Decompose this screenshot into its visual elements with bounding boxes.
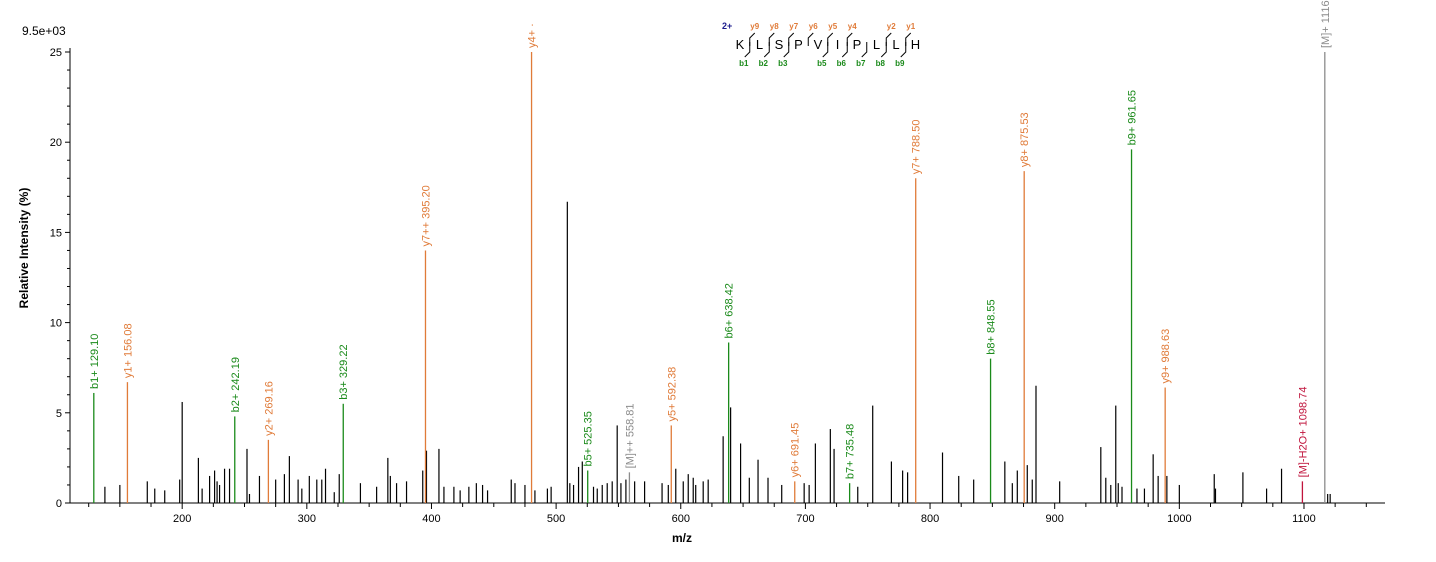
x-tick-label: 400 xyxy=(422,513,440,525)
y-ion-label: y1 xyxy=(906,22,915,31)
y-ion-label: y4 xyxy=(848,22,857,31)
b-ion-bracket xyxy=(841,42,848,58)
peak-label-b: b8+ 848.55 xyxy=(986,299,998,354)
x-tick-label: 600 xyxy=(672,513,690,525)
sequence-residue: L xyxy=(892,37,899,52)
y-tick-label: 20 xyxy=(50,137,62,149)
b-ion-label: b3 xyxy=(778,59,788,68)
b-ion-bracket xyxy=(900,42,907,58)
peak-label-b: b2+ 242.19 xyxy=(230,357,242,412)
b-ion-bracket xyxy=(783,42,790,58)
y-tick-label: 25 xyxy=(50,47,62,59)
y-ion-label: y9 xyxy=(750,22,759,31)
peak-label-precursor: [M]+ 1116.71 xyxy=(1320,0,1332,48)
b-ion-bracket xyxy=(744,42,751,58)
b-ion-label: b7 xyxy=(856,59,866,68)
peak-label-b: b5+ 525.35 xyxy=(583,411,595,466)
peak-label-y: y7+ 788.50 xyxy=(911,120,923,175)
y-tick-label: 15 xyxy=(50,227,62,239)
sequence-residue: H xyxy=(911,37,920,52)
x-tick-label: 700 xyxy=(796,513,814,525)
peak-label-b: b1+ 129.10 xyxy=(89,334,101,389)
y-ion-bracket xyxy=(749,32,756,46)
b-ion-label: b2 xyxy=(759,59,769,68)
peak-label-y: y2+ 269.16 xyxy=(263,381,275,436)
b-ion-label: b9 xyxy=(895,59,905,68)
peak-label-water_loss: [M]-H2O+ 1098.74 xyxy=(1297,387,1309,478)
b-ion-bracket xyxy=(763,42,770,58)
y-ion-label: y8 xyxy=(770,22,779,31)
peak-label-b: b6+ 638.42 xyxy=(724,283,736,338)
peak-label-y: y4+ · xyxy=(527,23,539,48)
sequence-residue: L xyxy=(873,37,880,52)
y-ion-bracket xyxy=(807,32,814,46)
b-ion-label: b6 xyxy=(837,59,847,68)
y-ion-label: y7 xyxy=(789,22,798,31)
sequence-residue: P xyxy=(794,37,803,52)
y-ion-label: y6 xyxy=(809,22,818,31)
peak-label-y: y7++ 395.20 xyxy=(420,185,432,246)
b-ion-bracket xyxy=(880,42,887,58)
peak-label-y: y5+ 592.38 xyxy=(666,367,678,422)
y-ion-bracket xyxy=(788,32,795,46)
x-tick-label: 1100 xyxy=(1292,513,1316,525)
peak-label-y: y9+ 988.63 xyxy=(1160,329,1172,384)
sequence-residue: V xyxy=(814,37,823,52)
y-tick-label: 0 xyxy=(56,498,62,510)
y-ion-bracket xyxy=(768,32,775,46)
sequence-residue: L xyxy=(756,37,763,52)
x-tick-label: 1000 xyxy=(1167,513,1191,525)
peak-label-precursor: [M]++ 558.81 xyxy=(624,404,636,469)
peak-label-b: b9+ 961.65 xyxy=(1127,90,1139,145)
peak-label-y: y8+ 875.53 xyxy=(1019,112,1031,167)
x-tick-label: 500 xyxy=(547,513,565,525)
x-axis-title: m/z xyxy=(672,531,693,545)
y-tick-label: 5 xyxy=(56,408,62,420)
sequence-residue: P xyxy=(853,37,862,52)
y-ion-bracket xyxy=(827,32,834,46)
b-ion-label: b5 xyxy=(817,59,827,68)
x-tick-label: 200 xyxy=(173,513,191,525)
y-tick-label: 10 xyxy=(50,318,62,330)
peak-label-y: y6+ 691.45 xyxy=(790,423,802,478)
y-ion-bracket xyxy=(885,32,892,46)
b-ion-bracket xyxy=(861,42,868,58)
b-ion-bracket xyxy=(822,42,829,58)
y-ion-label: y5 xyxy=(828,22,837,31)
peak-label-b: b7+ 735.48 xyxy=(845,424,857,479)
x-tick-label: 800 xyxy=(921,513,939,525)
y-ion-bracket xyxy=(846,32,853,46)
scale-label: 9.5e+03 xyxy=(22,24,66,38)
sequence-residue: I xyxy=(836,37,840,52)
y-ion-label: y2 xyxy=(887,22,896,31)
x-tick-label: 300 xyxy=(298,513,316,525)
peak-label-y: y1+ 156.08 xyxy=(122,323,134,378)
sequence-residue: K xyxy=(736,37,745,52)
x-tick-label: 900 xyxy=(1046,513,1064,525)
charge-label: 2+ xyxy=(722,21,732,31)
b-ion-label: b8 xyxy=(876,59,886,68)
peak-label-b: b3+ 329.22 xyxy=(338,344,350,399)
b-ion-label: b1 xyxy=(739,59,749,68)
sequence-residue: S xyxy=(775,37,784,52)
y-axis-title: Relative Intensity (%) xyxy=(17,188,31,309)
